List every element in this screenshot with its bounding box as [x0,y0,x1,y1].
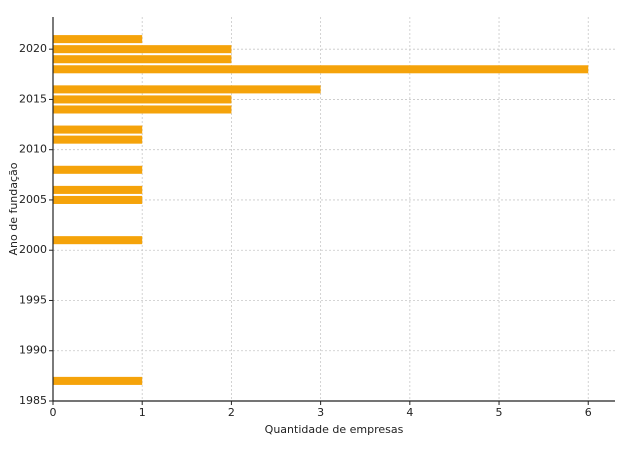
x-tick-label: 4 [406,406,413,419]
y-tick-label: 1985 [19,394,47,407]
y-tick-label: 2005 [19,193,47,206]
bar [53,45,232,54]
bar [53,85,321,94]
bar [53,185,143,194]
y-tick-label: 1990 [19,344,47,357]
x-tick-label: 2 [228,406,235,419]
bar [53,95,232,104]
y-tick-label: 2015 [19,92,47,105]
bar [53,195,143,204]
x-tick-label: 0 [50,406,57,419]
y-tick-label: 1995 [19,293,47,306]
x-tick-label: 1 [139,406,146,419]
y-tick-label: 2000 [19,243,47,256]
bar [53,236,143,245]
x-axis-label: Quantidade de empresas [265,423,404,436]
y-tick-label: 2010 [19,143,47,156]
bar [53,135,143,144]
x-tick-label: 5 [496,406,503,419]
bar [53,125,143,134]
bar [53,165,143,174]
bar [53,65,589,74]
x-tick-label: 6 [585,406,592,419]
x-tick-label: 3 [317,406,324,419]
bar [53,55,232,64]
bar [53,105,232,114]
y-tick-label: 2020 [19,42,47,55]
y-axis-label: Ano de fundação [7,162,20,255]
bar [53,35,143,44]
bar [53,376,143,385]
